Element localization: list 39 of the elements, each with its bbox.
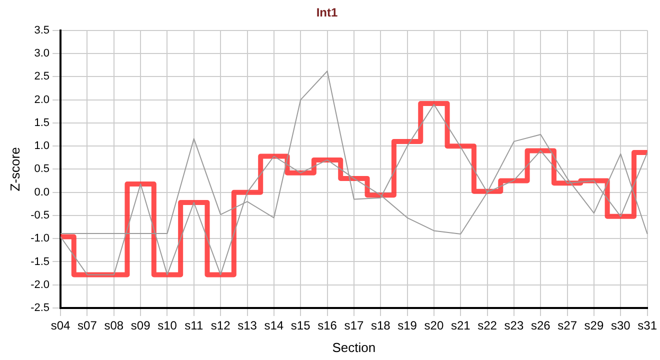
y-tick-label: 3.0 [34,48,50,60]
x-tick-label: s12 [210,318,231,333]
x-tick-label: s13 [238,318,258,333]
x-tick-label: s15 [290,318,311,333]
x-tick-label: s08 [104,318,124,333]
y-tick-label: 0.5 [34,163,50,176]
x-tick-label: s17 [344,318,364,333]
x-tick-label: s30 [610,318,631,333]
x-tick-label: s22 [478,318,498,333]
x-tick-label: s04 [50,318,71,333]
x-tick-label: s10 [158,318,178,333]
y-axis-title: Z-score [7,147,22,192]
x-axis-title: Section [332,340,376,355]
y-tick-label: 1.0 [34,140,50,152]
y-tick-label: -2.0 [30,278,50,291]
x-tick-label: s19 [398,318,418,333]
x-tick-label: s26 [530,318,551,333]
x-tick-label: s23 [504,318,524,333]
y-tick-label: 1.5 [34,116,50,129]
y-tick-label: -2.5 [30,302,50,314]
y-tick-label: -1.5 [30,256,50,268]
y-tick-label: 2.0 [34,94,50,106]
y-tick-label: 3.5 [34,24,50,36]
x-tick-label: s14 [264,318,284,333]
y-tick-label: 2.5 [34,70,50,83]
chart-title: Int1 [316,6,338,20]
x-tick-label: s16 [318,318,338,333]
x-tick-label: s21 [450,318,471,333]
x-tick-label: s18 [370,318,391,333]
x-tick-label: s09 [130,318,151,333]
x-tick-label: s20 [424,318,444,333]
y-tick-label: -1.0 [30,232,50,245]
x-tick-label: s27 [558,318,578,333]
x-tick-label: s07 [78,318,98,333]
y-tick-label: 0.0 [34,186,50,198]
y-tick-label: -0.5 [30,210,50,222]
x-tick-label: s29 [584,318,604,333]
x-tick-label: s31 [638,318,658,333]
x-tick-label: s11 [184,318,204,333]
